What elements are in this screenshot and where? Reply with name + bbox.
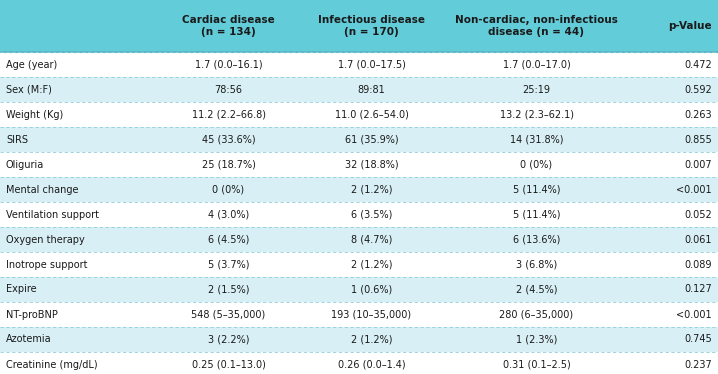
Text: 11.0 (2.6–54.0): 11.0 (2.6–54.0): [335, 110, 409, 120]
Text: 32 (18.8%): 32 (18.8%): [345, 159, 398, 169]
Bar: [0, 327, 718, 352]
Text: 2 (1.2%): 2 (1.2%): [351, 184, 392, 194]
Text: 11.2 (2.2–66.8): 11.2 (2.2–66.8): [192, 110, 266, 120]
Bar: [0, 102, 718, 127]
Text: Non-cardiac, non-infectious
disease (n = 44): Non-cardiac, non-infectious disease (n =…: [455, 15, 618, 37]
Text: 0.26 (0.0–1.4): 0.26 (0.0–1.4): [337, 359, 406, 370]
Text: 1 (2.3%): 1 (2.3%): [516, 334, 557, 344]
Text: Oliguria: Oliguria: [6, 159, 45, 169]
Text: 2 (1.5%): 2 (1.5%): [208, 285, 249, 294]
Bar: [0, 127, 718, 152]
Text: 0.855: 0.855: [684, 135, 712, 144]
Text: 0.263: 0.263: [684, 110, 712, 120]
Text: 0.089: 0.089: [684, 260, 712, 270]
Text: <0.001: <0.001: [676, 184, 712, 194]
Text: 2 (1.2%): 2 (1.2%): [351, 334, 392, 344]
Text: 280 (6–35,000): 280 (6–35,000): [500, 310, 574, 319]
Text: 14 (31.8%): 14 (31.8%): [510, 135, 563, 144]
Text: 25 (18.7%): 25 (18.7%): [202, 159, 256, 169]
Bar: [0, 52, 718, 77]
Bar: [0, 0, 718, 52]
Text: 3 (6.8%): 3 (6.8%): [516, 260, 557, 270]
Text: 1.7 (0.0–17.0): 1.7 (0.0–17.0): [503, 59, 570, 70]
Text: Azotemia: Azotemia: [6, 334, 52, 344]
Text: 89:81: 89:81: [358, 85, 386, 95]
Text: p-Value: p-Value: [668, 21, 712, 31]
Text: NT-proBNP: NT-proBNP: [6, 310, 58, 319]
Bar: [0, 252, 718, 277]
Text: 0.31 (0.1–2.5): 0.31 (0.1–2.5): [503, 359, 570, 370]
Bar: [0, 227, 718, 252]
Bar: [0, 277, 718, 302]
Text: Oxygen therapy: Oxygen therapy: [6, 234, 85, 245]
Text: 0 (0%): 0 (0%): [521, 159, 553, 169]
Text: 1.7 (0.0–17.5): 1.7 (0.0–17.5): [337, 59, 406, 70]
Text: SIRS: SIRS: [6, 135, 28, 144]
Text: 13.2 (2.3–62.1): 13.2 (2.3–62.1): [500, 110, 574, 120]
Text: Sex (M:F): Sex (M:F): [6, 85, 52, 95]
Text: 6 (13.6%): 6 (13.6%): [513, 234, 560, 245]
Text: 78:56: 78:56: [215, 85, 243, 95]
Text: 548 (5–35,000): 548 (5–35,000): [192, 310, 266, 319]
Text: 2 (4.5%): 2 (4.5%): [516, 285, 557, 294]
Text: 0.052: 0.052: [684, 209, 712, 220]
Text: Age (year): Age (year): [6, 59, 57, 70]
Text: Cardiac disease
(n = 134): Cardiac disease (n = 134): [182, 15, 275, 37]
Text: 1 (0.6%): 1 (0.6%): [351, 285, 392, 294]
Text: Ventilation support: Ventilation support: [6, 209, 99, 220]
Text: 5 (11.4%): 5 (11.4%): [513, 184, 560, 194]
Bar: [0, 177, 718, 202]
Bar: [0, 302, 718, 327]
Text: 2 (1.2%): 2 (1.2%): [351, 260, 392, 270]
Text: 1.7 (0.0–16.1): 1.7 (0.0–16.1): [195, 59, 262, 70]
Text: 5 (3.7%): 5 (3.7%): [208, 260, 249, 270]
Text: 0.127: 0.127: [684, 285, 712, 294]
Text: 0 (0%): 0 (0%): [213, 184, 245, 194]
Text: 6 (3.5%): 6 (3.5%): [351, 209, 392, 220]
Text: Creatinine (mg/dL): Creatinine (mg/dL): [6, 359, 98, 370]
Text: 3 (2.2%): 3 (2.2%): [208, 334, 249, 344]
Text: 8 (4.7%): 8 (4.7%): [351, 234, 392, 245]
Text: Infectious disease
(n = 170): Infectious disease (n = 170): [318, 15, 425, 37]
Text: 5 (11.4%): 5 (11.4%): [513, 209, 560, 220]
Bar: [0, 202, 718, 227]
Text: 193 (10–35,000): 193 (10–35,000): [332, 310, 411, 319]
Text: 61 (35.9%): 61 (35.9%): [345, 135, 398, 144]
Text: <0.001: <0.001: [676, 310, 712, 319]
Text: 0.592: 0.592: [684, 85, 712, 95]
Text: 0.061: 0.061: [684, 234, 712, 245]
Text: 6 (4.5%): 6 (4.5%): [208, 234, 249, 245]
Text: 25:19: 25:19: [523, 85, 551, 95]
Text: 0.007: 0.007: [684, 159, 712, 169]
Text: Expire: Expire: [6, 285, 37, 294]
Text: Weight (Kg): Weight (Kg): [6, 110, 63, 120]
Bar: [0, 152, 718, 177]
Text: 0.472: 0.472: [684, 59, 712, 70]
Text: 0.25 (0.1–13.0): 0.25 (0.1–13.0): [192, 359, 266, 370]
Text: 4 (3.0%): 4 (3.0%): [208, 209, 249, 220]
Text: 0.745: 0.745: [684, 334, 712, 344]
Text: 45 (33.6%): 45 (33.6%): [202, 135, 256, 144]
Text: 0.237: 0.237: [684, 359, 712, 370]
Bar: [0, 77, 718, 102]
Bar: [0, 352, 718, 374]
Text: Mental change: Mental change: [6, 184, 78, 194]
Text: Inotrope support: Inotrope support: [6, 260, 88, 270]
